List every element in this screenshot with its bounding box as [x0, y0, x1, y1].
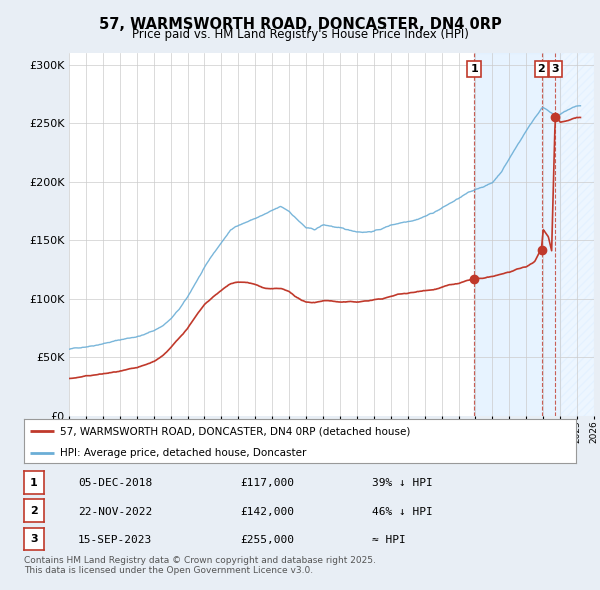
Text: HPI: Average price, detached house, Doncaster: HPI: Average price, detached house, Donc… — [60, 448, 306, 458]
Text: Price paid vs. HM Land Registry's House Price Index (HPI): Price paid vs. HM Land Registry's House … — [131, 28, 469, 41]
Text: 3: 3 — [30, 534, 38, 544]
Text: Contains HM Land Registry data © Crown copyright and database right 2025.
This d: Contains HM Land Registry data © Crown c… — [24, 556, 376, 575]
Bar — [560, 53, 594, 416]
Text: 39% ↓ HPI: 39% ↓ HPI — [372, 478, 433, 489]
Text: £142,000: £142,000 — [240, 507, 294, 517]
Text: 15-SEP-2023: 15-SEP-2023 — [78, 535, 152, 545]
Text: 3: 3 — [551, 64, 559, 74]
Text: £255,000: £255,000 — [240, 535, 294, 545]
Text: 57, WARMSWORTH ROAD, DONCASTER, DN4 0RP (detached house): 57, WARMSWORTH ROAD, DONCASTER, DN4 0RP … — [60, 427, 410, 436]
Text: £117,000: £117,000 — [240, 478, 294, 489]
Text: 2: 2 — [30, 506, 38, 516]
Text: 2: 2 — [538, 64, 545, 74]
Text: 22-NOV-2022: 22-NOV-2022 — [78, 507, 152, 517]
Text: 1: 1 — [30, 477, 38, 487]
Text: 05-DEC-2018: 05-DEC-2018 — [78, 478, 152, 489]
Text: 1: 1 — [470, 64, 478, 74]
Bar — [474, 53, 560, 416]
Text: 57, WARMSWORTH ROAD, DONCASTER, DN4 0RP: 57, WARMSWORTH ROAD, DONCASTER, DN4 0RP — [98, 17, 502, 31]
Text: 46% ↓ HPI: 46% ↓ HPI — [372, 507, 433, 517]
Text: ≈ HPI: ≈ HPI — [372, 535, 406, 545]
